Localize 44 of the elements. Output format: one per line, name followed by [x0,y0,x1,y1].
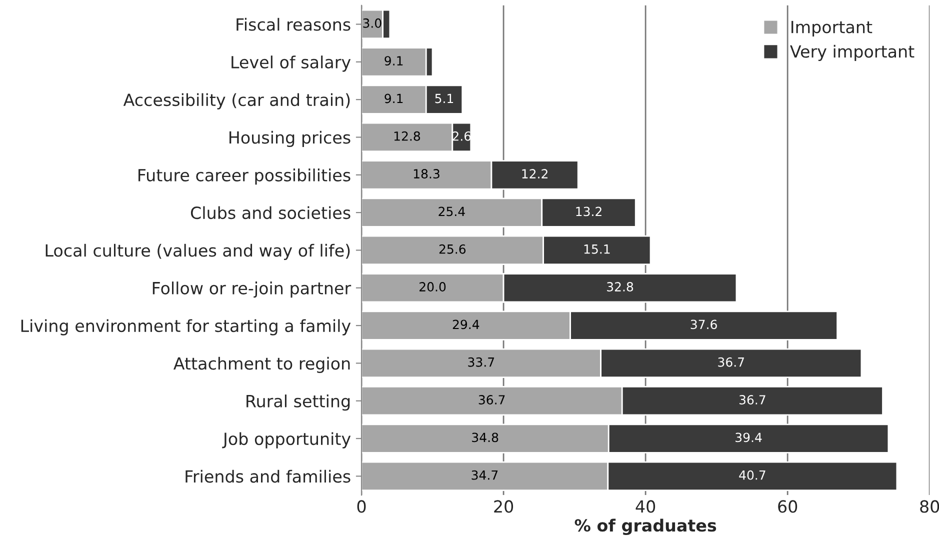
data-label: 20.0 [420,282,446,292]
y-tick-label: Level of salary [232,56,351,72]
y-tick-label: Friends and families [186,470,350,483]
data-label: 5.1 [435,94,454,104]
data-label: 3.0 [363,18,382,28]
data-label: 34.8 [472,432,498,442]
data-label: 9.1 [384,94,403,104]
y-tick-label: Future career possibilities [138,168,350,185]
x-tick-label: 60 [778,500,798,513]
data-label: 39.4 [736,432,762,442]
data-label: 18.3 [414,169,440,179]
data-label: 9.1 [384,56,403,66]
data-label: 36.7 [739,395,766,404]
data-label: 29.4 [452,320,480,330]
data-label: 13.2 [576,206,602,216]
data-label: 34.7 [472,470,498,480]
data-label: 15.1 [584,244,610,254]
data-label: 32.8 [607,282,634,292]
data-label: 40.7 [739,470,766,480]
data-label: 33.7 [468,357,494,367]
y-tick-label: Follow or re-join partner [152,282,352,298]
x-axis-title: % of graduates [574,518,716,536]
x-tick-label: 80 [920,500,939,513]
y-tick-label: Accessibility (car and train) [123,93,350,110]
data-label: 37.6 [690,320,717,330]
y-tick-label: Living environment for starting a family [21,319,351,336]
data-label: 25.4 [438,206,465,216]
y-tick-label: Housing prices [230,130,350,148]
x-tick-label: 40 [636,500,656,513]
x-tick-label: 20 [494,500,514,513]
x-tick-label: 0 [357,500,366,513]
data-label: 12.8 [394,131,420,141]
legend-label: Important [792,20,872,37]
y-tick-label: Attachment to region [173,356,350,373]
y-tick-label: Fiscal reasons [236,18,350,31]
data-label: 12.2 [522,169,548,178]
data-label: 25.6 [439,244,466,254]
data-label: 36.7 [478,395,505,404]
y-tick-label: Clubs and societies [190,206,350,220]
data-label: 36.7 [718,357,744,367]
legend-label: Very important [790,44,914,62]
y-tick-label: Job opportunity [222,432,351,448]
y-tick-label: Rural setting [246,394,350,411]
y-tick-label: Local culture (values and way of life) [46,244,350,260]
